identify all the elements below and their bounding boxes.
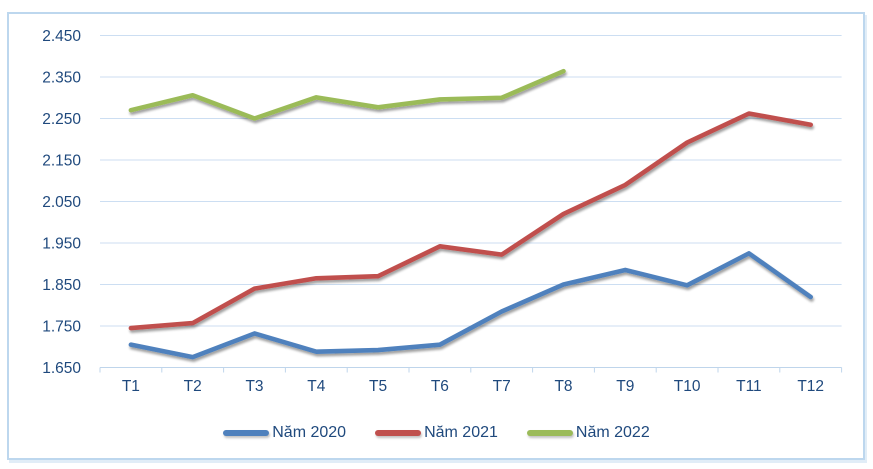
legend-label: Năm 2020: [272, 424, 347, 441]
x-axis-label: T2: [184, 378, 202, 395]
x-axis-label: T10: [674, 378, 701, 395]
x-axis-label: T1: [122, 378, 140, 395]
y-axis-label: 1.750: [42, 319, 81, 336]
y-axis-label: 1.650: [42, 360, 81, 377]
y-axis-label: 2.450: [42, 28, 81, 45]
series-line-năm-2022: [128, 68, 566, 121]
legend-label: Năm 2021: [424, 424, 498, 441]
x-axis-label: T12: [797, 378, 824, 395]
legend-item-năm-2020: Năm 2020: [223, 424, 346, 442]
x-axis-label: T9: [616, 378, 634, 395]
x-axis-label: T5: [369, 378, 387, 395]
x-axis-label: T4: [307, 378, 325, 395]
legend-item-năm-2021: Năm 2021: [375, 424, 498, 442]
chart-frame: [7, 12, 865, 460]
legend-marker: [375, 430, 422, 436]
y-axis-label: 1.950: [42, 236, 81, 253]
legend-marker: [223, 430, 270, 436]
x-axis-label: T7: [493, 378, 511, 395]
y-axis-label: 2.250: [42, 111, 81, 128]
legend-label: Năm 2022: [575, 424, 650, 441]
x-axis-label: T6: [431, 378, 449, 395]
gridlines: [100, 35, 842, 368]
series-line-năm-2020: [128, 251, 814, 360]
x-axis-label: T8: [554, 378, 572, 395]
x-axis-labels: T1 T2 T3 T4 T5 T6 T7 T8 T9 T10 T11 T12: [122, 378, 824, 395]
x-axis-label: T3: [245, 378, 263, 395]
legend-marker: [526, 430, 573, 436]
chart-legend: Năm 2020 Năm 2021 Năm 2022: [0, 419, 873, 447]
series-line-năm-2021: [128, 111, 814, 331]
y-axis-label: 2.350: [42, 70, 81, 87]
x-axis-label: T11: [736, 378, 762, 395]
y-axis-label: 1.850: [42, 277, 81, 294]
series-lines: [128, 68, 814, 360]
legend-item-năm-2022: Năm 2022: [526, 424, 650, 442]
y-axis-label: 2.050: [42, 194, 81, 211]
y-axis-labels: 2.450 2.350 2.250 2.150 2.050 1.950 1.850 1.750…: [42, 28, 81, 377]
y-axis-label: 2.150: [42, 153, 81, 170]
x-axis: [99, 367, 843, 373]
